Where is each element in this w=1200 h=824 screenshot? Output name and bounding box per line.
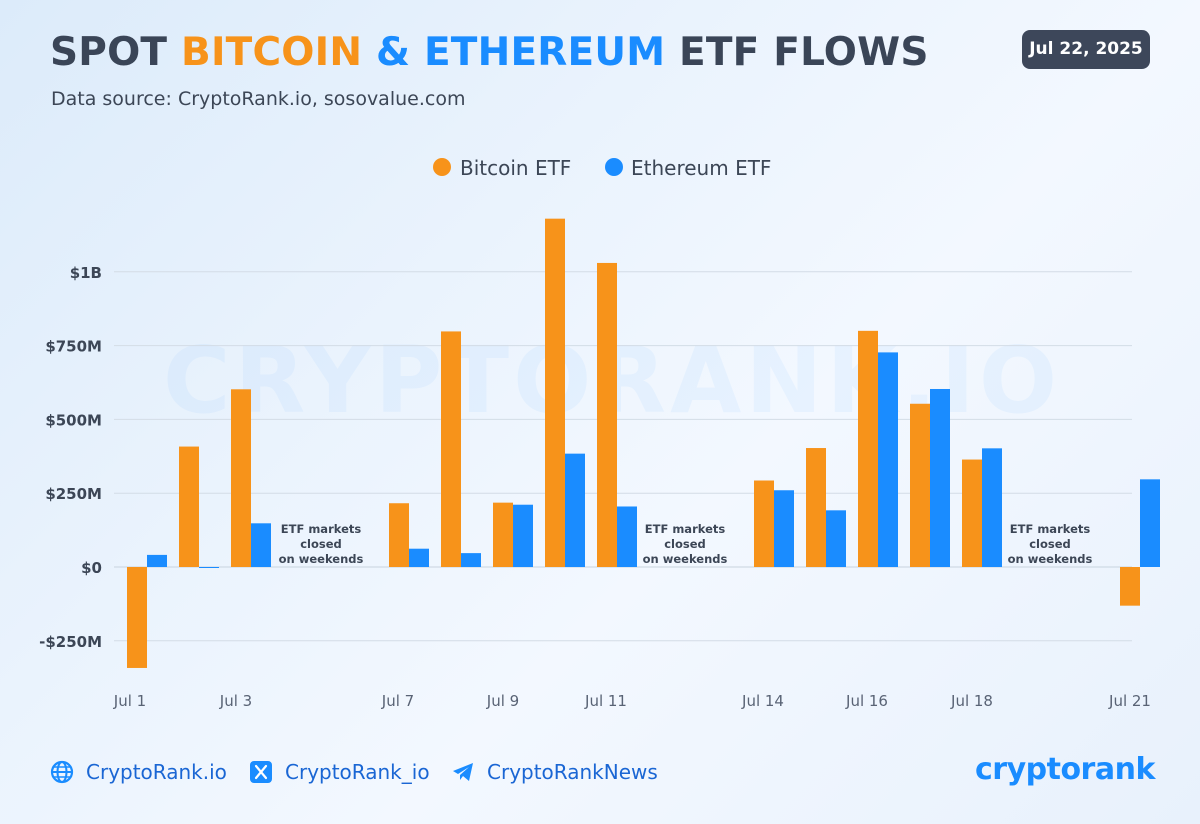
ethereum-bar [982, 448, 1002, 567]
title-part-spot: SPOT [50, 30, 182, 75]
bitcoin-bar [754, 480, 774, 567]
chart-title: SPOT BITCOIN & ETHEREUM ETF FLOWS [50, 30, 929, 75]
y-tick-label: $0 [81, 559, 102, 577]
bitcoin-bar [1120, 567, 1140, 606]
bitcoin-bar [441, 331, 461, 567]
title-part-etf-flows: ETF FLOWS [665, 30, 929, 75]
footer-x-handle[interactable]: CryptoRank_io [249, 760, 430, 784]
x-tick-label: Jul 14 [741, 692, 784, 710]
bitcoin-bar [231, 389, 251, 567]
x-logo-icon [250, 761, 272, 783]
ethereum-bar [617, 506, 637, 567]
ethereum-bar [513, 504, 533, 567]
ethereum-bar [251, 523, 271, 567]
title-part-bitcoin: BITCOIN [181, 30, 363, 75]
x-tick-label: Jul 3 [219, 692, 252, 710]
y-tick-label: $250M [45, 485, 102, 503]
ethereum-bar [878, 352, 898, 567]
y-tick-label: $750M [45, 338, 102, 356]
weekend-note: ETF markets [645, 522, 726, 536]
bitcoin-bar [493, 502, 513, 567]
legend-label: Bitcoin ETF [460, 156, 571, 180]
globe-icon [50, 760, 74, 784]
weekend-note: on weekends [1008, 552, 1093, 566]
ethereum-bar [461, 553, 481, 567]
x-tick-label: Jul 18 [950, 692, 993, 710]
ethereum-bar [930, 388, 950, 567]
weekend-note: on weekends [279, 552, 364, 566]
bitcoin-bar [127, 567, 147, 668]
bitcoin-bar [858, 330, 878, 567]
weekend-note: closed [300, 537, 342, 551]
ethereum-bar [1140, 479, 1160, 567]
x-tick-label: Jul 1 [113, 692, 146, 710]
y-tick-label: $1B [70, 264, 102, 282]
legend-label: Ethereum ETF [631, 156, 771, 180]
x-tick-label: Jul 7 [381, 692, 414, 710]
chart-subtitle: Data source: CryptoRank.io, sosovalue.co… [51, 88, 466, 110]
weekend-note: closed [664, 537, 706, 551]
bitcoin-bar [806, 448, 826, 567]
legend-marker [605, 158, 623, 176]
ethereum-bar [147, 554, 167, 567]
weekend-note: ETF markets [281, 522, 362, 536]
ethereum-bar [199, 567, 219, 568]
telegram-icon [453, 763, 473, 781]
footer-website[interactable]: CryptoRank.io [50, 760, 227, 784]
title-part-amp: & [362, 30, 424, 75]
bitcoin-bar [179, 446, 199, 567]
x-tick-label: Jul 9 [486, 692, 519, 710]
bitcoin-bar [910, 403, 930, 567]
ethereum-bar [565, 453, 585, 567]
y-tick-label: $500M [45, 411, 102, 429]
bitcoin-bar [597, 262, 617, 567]
title-part-ethereum: ETHEREUM [423, 30, 666, 75]
cryptorank-logo: cryptorank [975, 752, 1155, 787]
weekend-note: ETF markets [1010, 522, 1091, 536]
x-tick-label: Jul 11 [584, 692, 627, 710]
date-badge: Jul 22, 2025 [1022, 30, 1150, 69]
ethereum-bar [826, 510, 846, 567]
footer-telegram[interactable]: CryptoRankNews [451, 760, 658, 784]
y-tick-label: -$250M [39, 633, 102, 651]
weekend-note: closed [1029, 537, 1071, 551]
footer-telegram-label: CryptoRankNews [487, 760, 658, 784]
bitcoin-bar [545, 218, 565, 567]
footer-website-label: CryptoRank.io [86, 760, 227, 784]
ethereum-bar [774, 490, 794, 567]
weekend-note: on weekends [643, 552, 728, 566]
ethereum-bar [409, 548, 429, 567]
bitcoin-bar [962, 459, 982, 567]
bitcoin-bar [389, 503, 409, 567]
legend-marker [433, 158, 451, 176]
footer-x-label: CryptoRank_io [285, 760, 430, 784]
x-tick-label: Jul 16 [845, 692, 888, 710]
x-tick-label: Jul 21 [1108, 692, 1151, 710]
